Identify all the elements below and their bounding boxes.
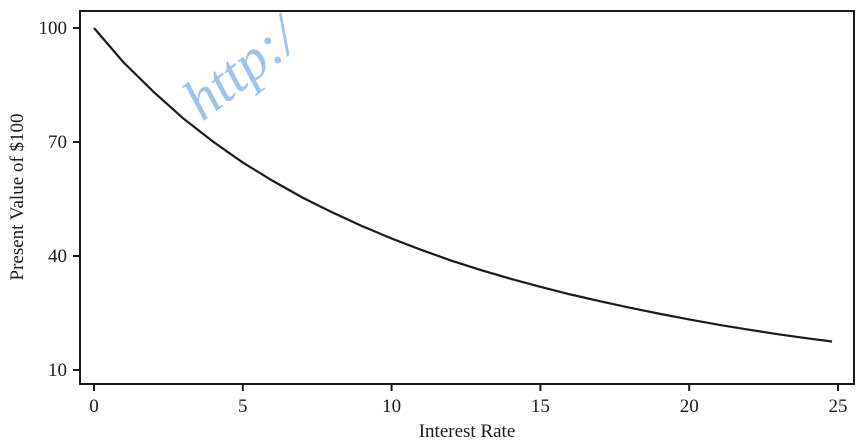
- y-tick-label: 100: [39, 18, 68, 39]
- series-line: [93, 27, 833, 343]
- x-tick-label: 0: [89, 396, 99, 417]
- plot-frame: [79, 10, 855, 385]
- y-tick-label: 40: [48, 246, 67, 267]
- tick-group: [73, 27, 839, 391]
- x-tick-label: 15: [531, 396, 550, 417]
- x-tick-label: 10: [382, 396, 401, 417]
- tick-label-group: 0 5 10 15 20 25 10 40 70 100: [39, 18, 848, 417]
- x-axis-title: Interest Rate: [419, 421, 516, 440]
- watermark: http:/: [170, 1, 313, 133]
- y-tick-label: 10: [48, 360, 67, 381]
- x-tick-label: 5: [238, 396, 248, 417]
- y-axis-title: Present Value of $100: [7, 114, 28, 281]
- x-tick-label: 20: [680, 396, 699, 417]
- x-tick-label: 25: [829, 396, 848, 417]
- y-tick-label: 70: [48, 132, 67, 153]
